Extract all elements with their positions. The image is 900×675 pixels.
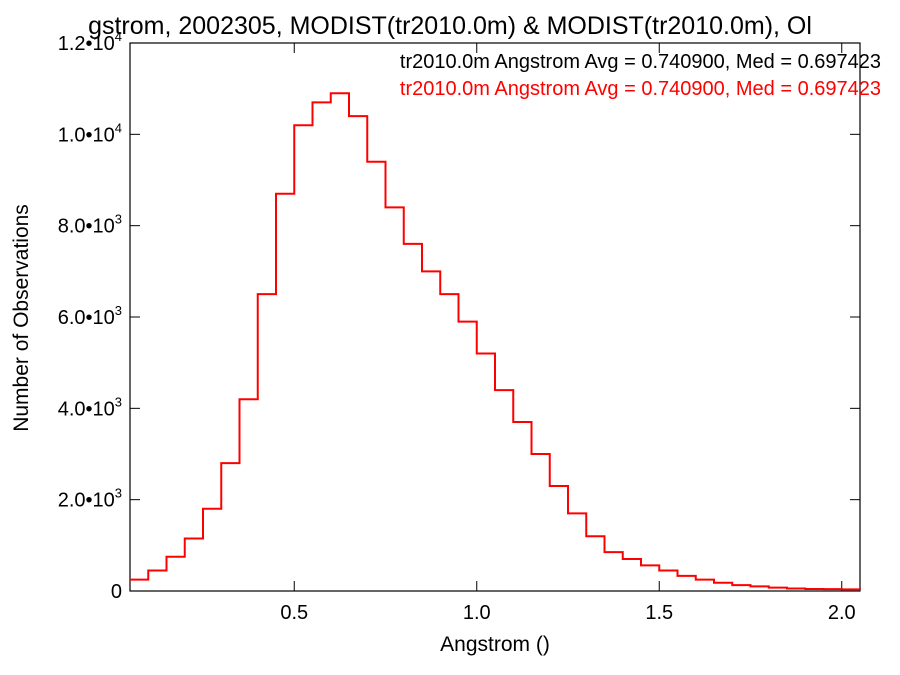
- y-tick-label: 0: [111, 581, 122, 603]
- y-tick-label: 6.0•103: [58, 303, 122, 329]
- plot-area-border: [129, 42, 861, 592]
- y-tick-label: 1.2•104: [58, 29, 122, 55]
- x-tick-label: 1.0: [463, 602, 491, 624]
- chart-title: gstrom, 2002305, MODIST(tr2010.0m) & MOD…: [88, 12, 812, 40]
- x-tick-label: 2.0: [828, 602, 856, 624]
- plot-frame: [129, 42, 861, 592]
- annotation-red: tr2010.0m Angstrom Avg = 0.740900, Med =…: [400, 78, 881, 100]
- annotation-black: tr2010.0m Angstrom Avg = 0.740900, Med =…: [400, 51, 881, 73]
- y-tick-label: 1.0•104: [58, 120, 122, 146]
- y-axis-ticks: 0 2.0•103 4.0•103 6.0•103 8.0•103 1.0•104 1.2•…: [58, 29, 860, 603]
- histogram-series-line: [130, 92, 861, 591]
- y-axis-label: Number of Observations: [10, 204, 33, 432]
- y-tick-label: 8.0•103: [58, 212, 122, 238]
- y-tick-label: 2.0•103: [58, 486, 122, 512]
- series-layer: [129, 92, 861, 591]
- x-axis-label: Angstrom (): [440, 633, 550, 656]
- x-tick-label: 1.5: [645, 602, 673, 624]
- x-tick-label: 0.5: [280, 602, 308, 624]
- x-axis-ticks: 0.5 1.0 1.5 2.0: [280, 43, 856, 624]
- y-tick-label: 4.0•103: [58, 394, 122, 420]
